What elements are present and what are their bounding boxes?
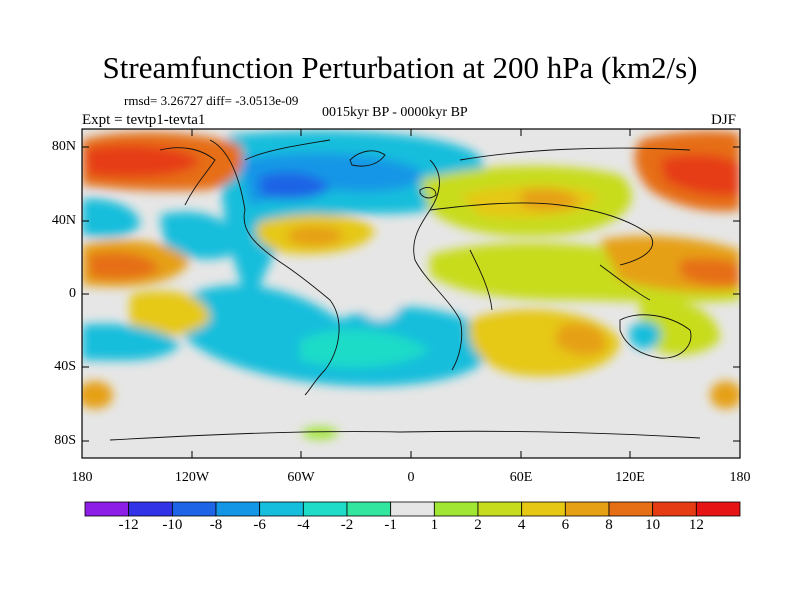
contour-field (82, 129, 740, 458)
colorbar-swatch (608, 501, 654, 517)
colorbar-swatch (171, 501, 217, 517)
colorbar (84, 501, 741, 517)
colorbar-label: 8 (605, 517, 613, 533)
lat-label-40s: 40S (54, 359, 76, 374)
coastlines (109, 139, 701, 441)
colorbar-swatch (346, 501, 392, 517)
colorbar-label: 12 (688, 517, 704, 533)
colorbar-label: -4 (297, 517, 310, 533)
colorbar-label: 10 (645, 517, 661, 533)
lon-label-120e: 120E (615, 470, 645, 485)
colorbar-label: -6 (253, 517, 266, 533)
lat-label-80s: 80S (54, 433, 76, 448)
lon-label-180w: 180 (71, 470, 93, 485)
colorbar-swatch (302, 501, 348, 517)
lat-label-40n: 40N (51, 213, 76, 228)
colorbar-swatch (433, 501, 479, 517)
lon-label-180e: 180 (729, 470, 751, 485)
colorbar-swatch (652, 501, 697, 517)
colorbar-swatch (695, 501, 741, 517)
lon-label-120w: 120W (174, 470, 210, 485)
lat-label-0: 0 (69, 286, 76, 301)
colorbar-swatch (259, 501, 304, 517)
season-label: DJF (711, 112, 737, 128)
axis-ticks (82, 129, 740, 458)
colorbar-label: 1 (430, 517, 439, 533)
colorbar-label: 6 (561, 517, 570, 533)
lon-label-0: 0 (407, 470, 415, 485)
experiment-label: Expt = tevtp1-tevta1 (82, 112, 206, 128)
colorbar-swatch (128, 501, 173, 517)
plot-title: Streamfunction Perturbation at 200 hPa (… (102, 50, 698, 85)
colorbar-label: -1 (384, 517, 397, 533)
colorbar-swatch (477, 501, 523, 517)
colorbar-swatch (84, 501, 130, 517)
colorbar-swatch (521, 501, 566, 517)
period-label: 0015kyr BP - 0000kyr BP (322, 105, 468, 120)
colorbar-label: -8 (209, 517, 223, 533)
colorbar-swatch (390, 501, 435, 517)
colorbar-swatch (564, 501, 610, 517)
stats-text: rmsd= 3.26727 diff= -3.0513e-09 (124, 93, 299, 108)
lon-label-60e: 60E (509, 470, 533, 485)
colorbar-swatch (215, 501, 261, 517)
colorbar-label: 2 (474, 517, 482, 533)
lon-label-60w: 60W (287, 470, 315, 485)
colorbar-label: -10 (162, 517, 183, 533)
colorbar-label: -2 (340, 517, 354, 533)
lat-label-80n: 80N (51, 139, 76, 154)
colorbar-label: -12 (118, 517, 139, 533)
colorbar-label: 4 (517, 517, 526, 533)
